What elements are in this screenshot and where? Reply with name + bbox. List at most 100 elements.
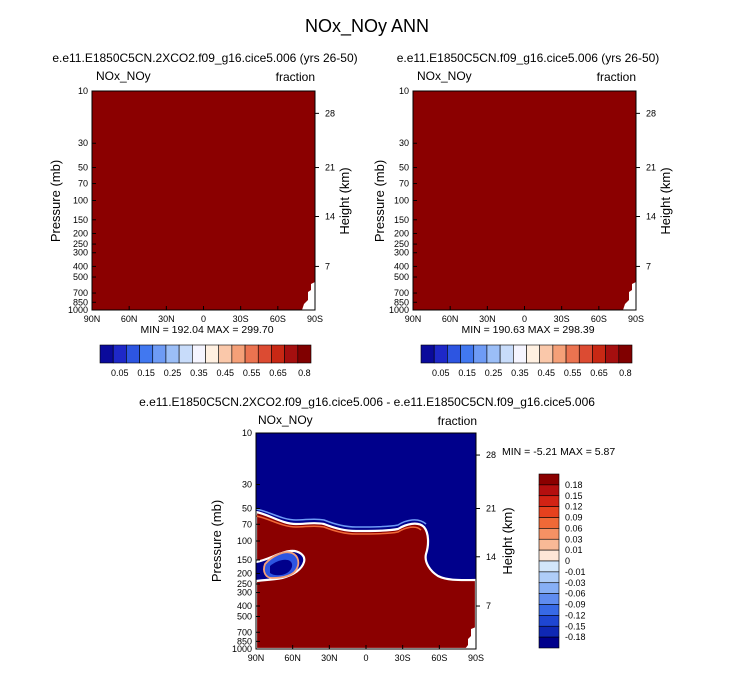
variable-label: NOx_NOy — [96, 69, 151, 83]
pressure-tick-label: 70 — [399, 179, 409, 189]
colorbar-swatch — [486, 344, 501, 364]
latitude-tick-label: 0 — [522, 314, 527, 324]
latitude-tick-label: 30N — [158, 314, 175, 324]
colorbar-swatch — [284, 344, 299, 364]
height-tick-label: 7 — [646, 261, 651, 271]
latitude-tick-label: 0 — [363, 653, 368, 663]
height-tick-label: 21 — [646, 163, 656, 173]
pressure-tick-label: 100 — [394, 196, 409, 206]
colorbar-swatch — [192, 344, 206, 364]
latitude-tick-label: 90N — [84, 314, 101, 324]
pressure-tick-label: 70 — [78, 179, 88, 189]
latitude-tick-label: 60N — [442, 314, 459, 324]
pressure-tick-label: 100 — [237, 536, 252, 546]
colorbar-swatch — [538, 560, 560, 573]
colorbar-label: 0.03 — [565, 534, 583, 544]
negative-core-60n — [270, 559, 293, 576]
colorbar-swatch — [152, 344, 167, 364]
colorbar: 0.05 0.15 0.25 0.35 0.45 0.55 0.65 0.8 — [99, 344, 312, 378]
colorbar-label: 0 — [565, 556, 570, 566]
colorbar-swatch — [473, 344, 488, 364]
colorbar-swatch — [538, 538, 560, 551]
colorbar-swatch — [538, 615, 560, 627]
colorbar-label: 0.65 — [269, 368, 287, 378]
colorbar-swatch — [178, 344, 193, 364]
colorbar-swatch — [433, 344, 448, 364]
colorbar-label: 0.15 — [137, 368, 155, 378]
colorbar-label: 0.8 — [619, 368, 632, 378]
latitude-tick-label: 30S — [554, 314, 570, 324]
colorbar: 0.180.150.120.090.060.030.010-0.01-0.03-… — [538, 473, 586, 649]
pressure-tick-label: 30 — [78, 138, 88, 148]
colorbar-label: 0.8 — [298, 368, 311, 378]
y-axis-right-label: Height (km) — [500, 507, 515, 574]
latitude-tick-label: 30S — [395, 653, 411, 663]
pressure-tick-label: 200 — [394, 228, 409, 238]
colorbar-swatch — [538, 549, 560, 562]
contour-band-red — [255, 515, 422, 535]
colorbar-swatch — [244, 344, 259, 364]
pressure-tick-label: 100 — [73, 196, 88, 206]
latitude-tick-label: 60N — [121, 314, 138, 324]
pressure-tick-label: 10 — [242, 428, 252, 438]
latitude-tick-label: 60S — [431, 653, 447, 663]
colorbar-swatch — [565, 344, 580, 364]
latitude-tick-label: 90S — [307, 314, 323, 324]
panel-difference: e.e11.E1850C5CN.2XCO2.f09_g16.cice5.006 … — [139, 395, 615, 663]
pressure-tick-label: 30 — [399, 138, 409, 148]
height-tick-label: 28 — [486, 450, 496, 460]
x-axis: 90N 60N 30N 0 30S 60S 90S — [84, 306, 323, 324]
colorbar-swatch — [126, 344, 140, 364]
colorbar-label: 0.45 — [217, 368, 235, 378]
y-axis-label: Pressure (mb) — [372, 160, 387, 242]
latitude-tick-label: 60S — [591, 314, 607, 324]
height-tick-label: 14 — [325, 212, 335, 222]
latitude-tick-label: 90S — [628, 314, 644, 324]
colorbar: 0.05 0.15 0.25 0.35 0.45 0.55 0.65 0.8 — [420, 344, 633, 378]
colorbar-label: -0.01 — [565, 567, 586, 577]
pressure-tick-label: 250 — [394, 239, 409, 249]
field-background — [413, 91, 636, 310]
heatmap-field — [412, 90, 637, 311]
colorbar-swatch — [526, 344, 540, 364]
latitude-tick-label: 0 — [201, 314, 206, 324]
pressure-tick-label: 50 — [242, 503, 252, 513]
pressure-tick-label: 500 — [394, 272, 409, 282]
colorbar-swatch — [447, 344, 461, 364]
colorbar-swatch — [538, 517, 560, 529]
latitude-tick-label: 90S — [468, 653, 484, 663]
stats-label: MIN = 192.04 MAX = 299.70 — [140, 324, 273, 336]
colorbar-label: 0.45 — [538, 368, 556, 378]
colorbar-swatch — [538, 528, 560, 540]
latitude-tick-label: 90N — [248, 653, 265, 663]
pressure-tick-label: 850 — [73, 297, 88, 307]
latitude-tick-label: 90N — [405, 314, 422, 324]
colorbar-swatch — [112, 344, 127, 364]
colorbar-swatch — [257, 344, 272, 364]
pressure-tick-label: 150 — [394, 215, 409, 225]
colorbar-swatch — [513, 344, 527, 364]
field-positive-region — [254, 510, 478, 651]
pressure-tick-label: 1000 — [389, 305, 409, 315]
pressure-tick-label: 150 — [237, 555, 252, 565]
colorbar-swatch — [499, 344, 514, 364]
latitude-tick-label: 30N — [479, 314, 496, 324]
latitude-tick-label: 60S — [270, 314, 286, 324]
units-label: fraction — [438, 414, 477, 428]
colorbar-label: -0.03 — [565, 578, 586, 588]
pressure-tick-label: 400 — [237, 601, 252, 611]
colorbar-label: 0.35 — [511, 368, 529, 378]
colorbar-label: 0.09 — [565, 513, 583, 523]
pressure-tick-label: 50 — [399, 163, 409, 173]
colorbar-label: 0.12 — [565, 502, 583, 512]
pressure-tick-label: 200 — [73, 228, 88, 238]
colorbar-swatch — [165, 344, 180, 364]
pressure-tick-label: 500 — [237, 611, 252, 621]
colorbar-swatch — [578, 344, 593, 364]
pressure-tick-label: 300 — [394, 248, 409, 258]
y-axis-right: 28 21 14 7 — [476, 450, 496, 611]
pressure-tick-label: 300 — [73, 248, 88, 258]
